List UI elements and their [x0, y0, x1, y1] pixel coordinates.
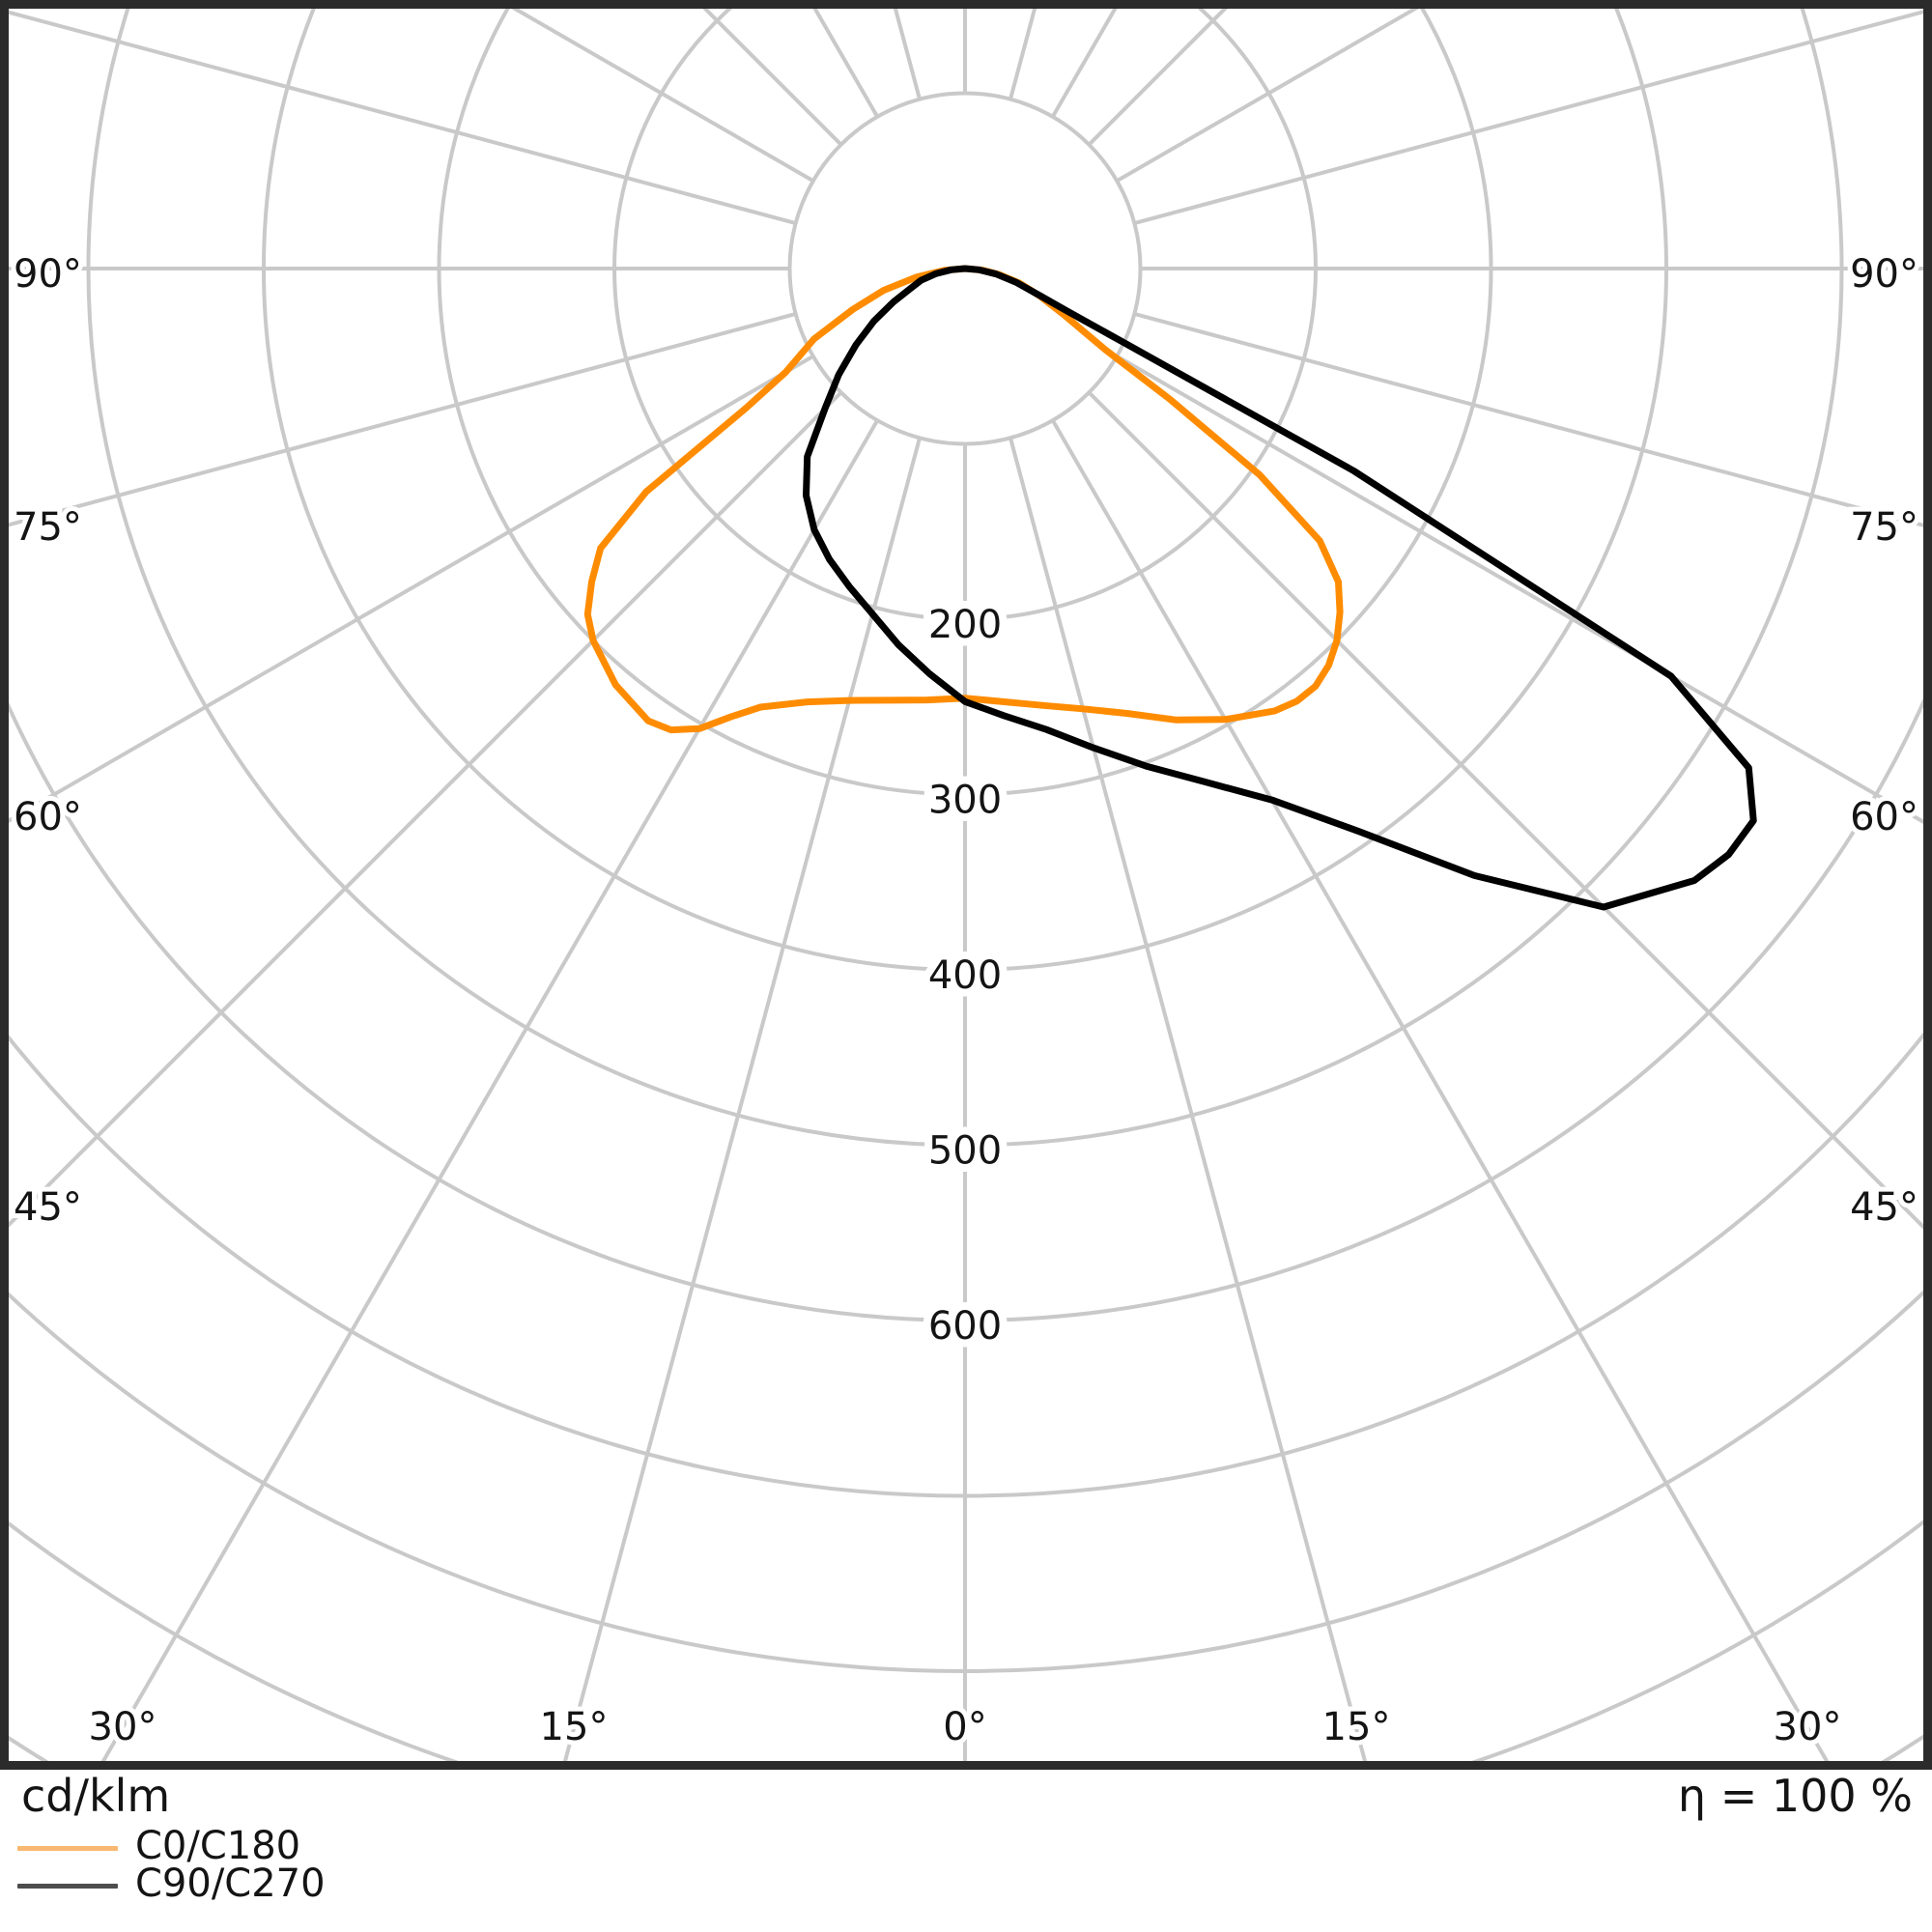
- grid-ray-330: [96, 419, 879, 1770]
- gamma-tick-label-3-45deg: 45°: [14, 1185, 82, 1230]
- gamma-tick-label-10-0deg: 0°: [943, 1705, 986, 1749]
- gamma-tick-label-7-45deg: 45°: [1850, 1185, 1918, 1230]
- unit-label: cd/klm: [21, 1770, 171, 1822]
- radial-tick-label-500: 500: [928, 1129, 1002, 1174]
- radial-tick-label-600: 600: [928, 1304, 1002, 1349]
- grid-ray-15: [1009, 437, 1370, 1770]
- grid-ray-30: [1051, 419, 1834, 1770]
- radial-tick-label-400: 400: [928, 953, 1002, 998]
- curve-c90-c270: [803, 265, 1757, 911]
- radial-tick-label-200: 200: [928, 603, 1002, 647]
- polar-intensity-chart: 200 300 400 500 600 90° 75° 60° 45° 90° 75° 60° 45° 3…: [0, 0, 1932, 1770]
- grid-ray-315: [0, 390, 843, 1236]
- gamma-tick-label-2-60deg: 60°: [14, 795, 82, 839]
- grid-ray-120: [1116, 0, 1435, 183]
- gamma-tick-label-5-75deg: 75°: [1850, 505, 1918, 550]
- grid-ray-45: [1087, 390, 1932, 1238]
- legend-item-c0-c180: C0/C180: [0, 1824, 869, 1868]
- gamma-tick-label-12-30deg: 30°: [1774, 1705, 1842, 1749]
- grid-ray-75: [1133, 312, 1932, 530]
- grid-ray-105: [1133, 7, 1932, 225]
- grid-ray-240: [496, 0, 814, 183]
- grid-ray-300: [0, 355, 814, 829]
- chart-footer: cd/klm η = 100 % C0/C180 C90/C270: [0, 1770, 1932, 1932]
- legend: C0/C180 C90/C270: [0, 1824, 869, 1906]
- gamma-tick-label-4-90deg: 90°: [1850, 252, 1918, 297]
- gamma-tick-label-6-60deg: 60°: [1850, 795, 1918, 839]
- chart-frame: [0, 0, 1932, 1770]
- legend-line-c0-c180-swatch: [17, 1846, 118, 1851]
- legend-item-c90-c270: C90/C270: [0, 1861, 869, 1906]
- grid-ray-60: [1116, 355, 1932, 830]
- legend-label-c0-c180: C0/C180: [135, 1824, 301, 1868]
- gamma-tick-label-1-75deg: 75°: [14, 505, 82, 550]
- gamma-tick-label-11-15deg: 15°: [1322, 1705, 1391, 1749]
- gamma-tick-label-9-15deg: 15°: [540, 1705, 609, 1749]
- grid-ray-255: [0, 8, 797, 225]
- grid-ray-345: [560, 437, 922, 1770]
- light-output-ratio-label: η = 100 %: [1677, 1770, 1913, 1822]
- legend-label-c90-c270: C90/C270: [135, 1861, 326, 1906]
- gamma-tick-label-8-30deg: 30°: [89, 1705, 157, 1749]
- gamma-tick-label-0-90deg: 90°: [14, 252, 82, 297]
- legend-line-c90-c270-swatch: [17, 1884, 118, 1889]
- radial-tick-label-300: 300: [928, 779, 1002, 823]
- grid-ray-285: [0, 312, 797, 529]
